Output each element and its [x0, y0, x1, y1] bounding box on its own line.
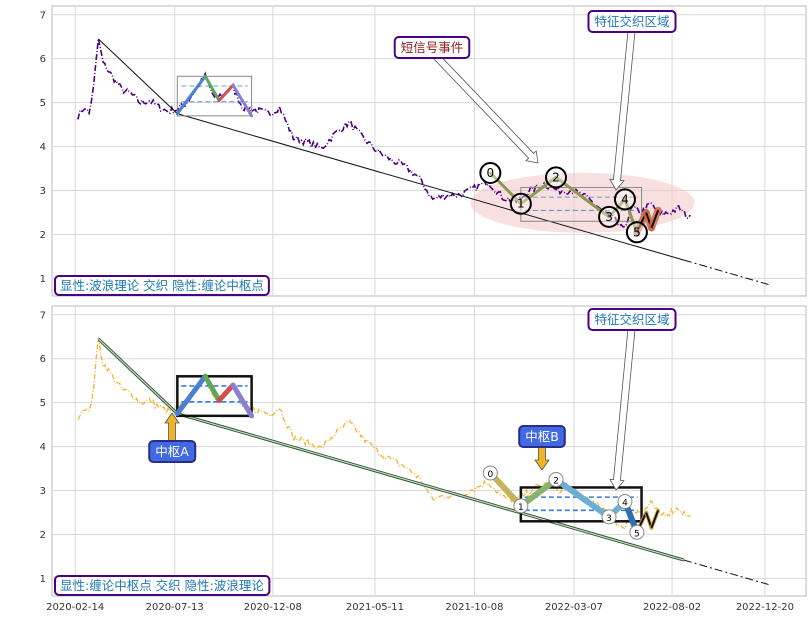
zigzag-segment: [217, 83, 235, 102]
y-tick-label: 1: [40, 574, 46, 585]
wave-point-marker: [482, 465, 498, 481]
wave-segment: [607, 197, 627, 219]
y-tick-label: 5: [40, 398, 46, 409]
y-tick-label: 7: [40, 10, 46, 21]
wave-point-label: 5: [634, 529, 640, 539]
trend-extension-line: [683, 559, 771, 586]
y-tick-label: 6: [40, 54, 46, 65]
zigzag-segment: [202, 373, 222, 403]
y-tick-label: 6: [40, 354, 46, 365]
wave-point-marker: [617, 494, 633, 510]
callout-box: [518, 425, 566, 448]
y-tick-label: 4: [40, 442, 46, 453]
callout-box: [587, 10, 677, 33]
wave-point-marker: [629, 524, 645, 540]
highlight-ellipse: [470, 172, 695, 233]
wave-point-label: 1: [517, 197, 525, 211]
y-tick-label: 5: [40, 98, 46, 109]
wave-point-marker: [509, 192, 532, 215]
zigzag-segment: [203, 74, 221, 102]
y-tick-label: 7: [40, 310, 46, 321]
x-tick-label: 2020-12-08: [244, 602, 302, 613]
x-tick-label: 2022-12-20: [736, 602, 794, 613]
wave-point-marker: [598, 205, 621, 228]
callout-label: 中枢A: [155, 444, 189, 459]
n-pattern-core: [650, 209, 660, 229]
callout-arrow: [428, 49, 539, 164]
wave-point-label: 3: [606, 514, 612, 524]
wave-point-marker: [613, 188, 636, 211]
zigzag-segment: [231, 83, 254, 118]
callout-label: 特征交织区域: [594, 14, 669, 29]
legend-label: 显性:波浪理论 交织 隐性:缠论中枢点: [60, 278, 264, 293]
wave-segment: [554, 175, 611, 219]
wave-point-label: 0: [487, 166, 495, 180]
zhongshu-box: [176, 375, 253, 418]
wave-point-label: 4: [621, 192, 629, 206]
zigzag-segment: [216, 382, 236, 403]
x-tick-label: 2022-08-02: [643, 602, 701, 613]
callout-box: [587, 308, 677, 331]
wave-point-label: 2: [553, 477, 559, 487]
wave-point-marker: [544, 166, 567, 189]
zhongshu-box: [176, 75, 253, 117]
wave-point-marker: [548, 472, 564, 488]
callout-box: [393, 36, 471, 59]
callout-arrow: [609, 25, 636, 191]
callout-box: [148, 440, 197, 463]
x-tick-label: 2021-05-11: [346, 602, 404, 613]
zigzag-segment: [174, 373, 208, 417]
x-tick-label: 2020-02-14: [46, 602, 104, 613]
x-tick-label: 2020-07-13: [146, 602, 204, 613]
wave-point-label: 3: [605, 210, 613, 224]
wave-segment: [552, 476, 613, 520]
y-tick-label: 4: [40, 142, 46, 153]
zigzag-segment: [175, 74, 207, 116]
wave-point-marker: [513, 498, 529, 514]
wave-point-label: 2: [552, 170, 560, 184]
legend-label: 显性:缠论中枢点 交织 隐性:波浪理论: [60, 578, 264, 593]
wave-segment: [623, 197, 639, 234]
price-series-line: [77, 38, 691, 228]
wave-point-marker: [625, 221, 648, 244]
callout-label: 特征交织区域: [594, 312, 669, 327]
callout-arrow: [609, 323, 636, 491]
y-tick-label: 2: [40, 530, 46, 541]
wave-point-label: 1: [518, 503, 524, 513]
legend-box: [54, 575, 271, 596]
wave-segment: [519, 175, 558, 206]
wave-point-label: 4: [622, 499, 628, 509]
callout-label: 中枢B: [525, 429, 559, 444]
x-tick-label: 2022-03-07: [545, 602, 603, 613]
wave-point-marker: [601, 509, 617, 525]
y-tick-label: 2: [40, 230, 46, 241]
legend-box: [54, 275, 270, 296]
y-tick-label: 3: [40, 186, 46, 197]
wave-point-label: 0: [487, 470, 493, 480]
y-tick-label: 3: [40, 486, 46, 497]
wave-segment: [488, 171, 523, 206]
wave-point-label: 5: [633, 225, 641, 239]
trend-extension-line: [683, 259, 771, 286]
x-tick-label: 2021-10-08: [445, 602, 503, 613]
n-pattern-core: [650, 509, 660, 529]
callout-label: 短信号事件: [401, 40, 464, 55]
zigzag-segment: [230, 382, 255, 419]
wave-point-marker: [479, 161, 502, 184]
y-tick-label: 1: [40, 274, 46, 285]
